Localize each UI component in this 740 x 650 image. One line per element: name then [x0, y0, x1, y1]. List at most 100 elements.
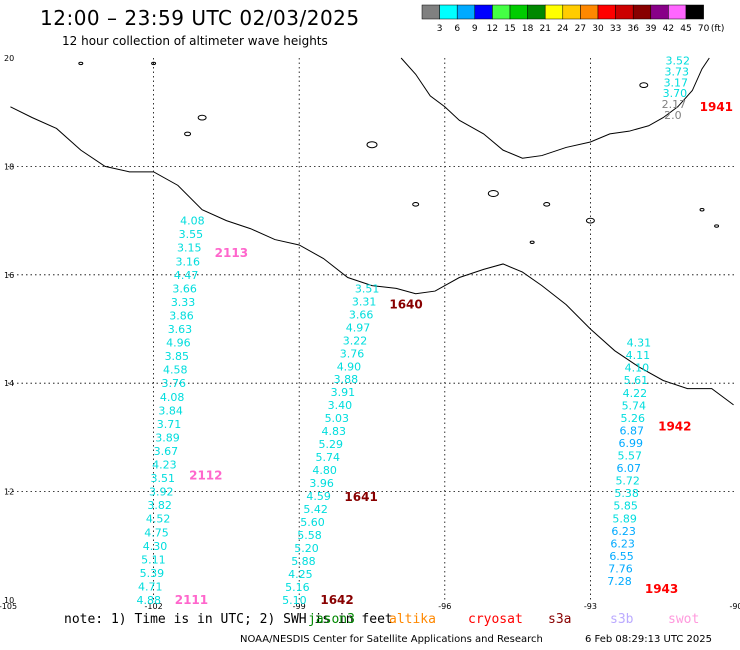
- wave-height-value: 4.59: [306, 490, 331, 503]
- credit-line: NOAA/NESDIS Center for Satellite Applica…: [240, 634, 543, 645]
- track-time-label: 1943: [645, 582, 678, 596]
- wave-height-value: 3.92: [149, 486, 174, 499]
- wave-height-value: 5.39: [140, 567, 165, 580]
- wave-height-value: 5.57: [617, 450, 642, 463]
- track-time-label: 1641: [344, 490, 377, 504]
- lake-outline: [487, 190, 499, 197]
- wave-height-value: 5.85: [613, 500, 638, 513]
- lake-outline: [184, 131, 192, 137]
- wave-height-value: 3.96: [309, 477, 334, 490]
- wave-height-value: 3.40: [328, 399, 353, 412]
- wave-height-value: 5.20: [294, 542, 319, 555]
- wave-height-value: 4.97: [346, 321, 371, 334]
- wave-height-value: 4.08: [160, 391, 185, 404]
- altimeter-track: 3.523.733.173.702.172.0 1941: [662, 55, 733, 122]
- wave-height-value: 4.71: [138, 580, 163, 593]
- color-legend: 3 6 9 12 15 18 21 24 27 30 33 36 39 42 45 70 (ft): [421, 4, 724, 34]
- satellite-label-altika: altika: [389, 612, 436, 627]
- y-tick-label: 18: [4, 162, 14, 171]
- wave-height-value: 4.52: [146, 513, 171, 526]
- legend-label: 36: [627, 24, 639, 34]
- track-time-label: 2112: [189, 468, 222, 482]
- wave-height-value: 3.70: [663, 87, 688, 100]
- wave-height-value: 3.89: [155, 431, 180, 444]
- track-time-label: 1941: [700, 100, 733, 114]
- track-time-label: 2113: [215, 246, 248, 260]
- legend-swatch: [685, 4, 704, 20]
- wave-height-value: 5.88: [291, 555, 316, 568]
- wave-height-value: 4.88: [136, 594, 161, 607]
- legend-label: 3: [437, 24, 443, 34]
- wave-height-value: 3.16: [175, 255, 200, 268]
- satellite-label-cryosat: cryosat: [468, 612, 523, 627]
- wave-height-value: 3.51: [355, 282, 380, 295]
- wave-height-value: 3.71: [157, 418, 182, 431]
- lake-outline: [529, 240, 535, 244]
- wave-height-value: 4.83: [322, 425, 347, 438]
- wave-height-value: 3.84: [158, 404, 183, 417]
- wave-height-value: 3.66: [349, 308, 374, 321]
- lake-outline: [585, 217, 595, 224]
- wave-height-value: 3.52: [666, 55, 691, 68]
- wave-height-value: 3.76: [161, 377, 186, 390]
- generated-timestamp: 6 Feb 08:29:13 UTC 2025: [585, 634, 712, 645]
- y-tick-label: 10: [4, 596, 14, 605]
- x-tick-label: -90: [729, 602, 740, 611]
- wave-height-value: 4.47: [174, 269, 199, 282]
- wave-height-value: 6.87: [620, 424, 645, 437]
- wave-height-value: 5.89: [612, 512, 637, 525]
- legend-label: 39: [645, 24, 657, 34]
- wave-height-value: 4.11: [626, 349, 651, 362]
- wave-height-value: 4.08: [180, 215, 205, 228]
- x-tick-label: -96: [438, 602, 451, 611]
- wave-height-value: 3.55: [179, 228, 204, 241]
- gulf-coastline: [400, 57, 710, 159]
- legend-label: 30: [592, 24, 604, 34]
- legend-label: 24: [557, 24, 569, 34]
- wave-height-value: 3.91: [331, 386, 356, 399]
- legend-label: 12: [487, 24, 498, 34]
- wave-height-value: 6.07: [616, 462, 641, 475]
- wave-height-value: 3.76: [340, 347, 365, 360]
- lake-outline: [78, 61, 84, 66]
- satellite-label-s3a: s3a: [548, 612, 572, 627]
- wave-height-value: 4.75: [144, 526, 169, 539]
- wave-height-value: 6.23: [610, 537, 635, 550]
- legend-label: 45: [680, 24, 691, 34]
- wave-height-value: 5.74: [315, 451, 340, 464]
- wave-height-value: 5.38: [614, 487, 639, 500]
- pacific-coastline: [10, 106, 734, 406]
- wave-height-value: 4.30: [143, 540, 168, 553]
- wave-height-value: 3.67: [154, 445, 179, 458]
- wave-height-value: 4.22: [623, 387, 648, 400]
- wave-height-value: 5.61: [624, 374, 649, 387]
- wave-height-value: 4.23: [152, 459, 177, 472]
- wave-height-value: 5.26: [621, 412, 646, 425]
- wave-height-value: 3.86: [169, 309, 194, 322]
- y-tick-label: 20: [4, 54, 14, 63]
- x-tick-label: -93: [584, 602, 597, 611]
- legend-label: 6: [454, 24, 460, 34]
- x-tick-label: -99: [293, 602, 306, 611]
- wave-height-value: 5.42: [303, 503, 328, 516]
- wave-height-value: 5.74: [622, 399, 647, 412]
- wave-height-value: 7.76: [608, 562, 633, 575]
- wave-height-value: 3.85: [165, 350, 190, 363]
- track-time-label: 2111: [175, 593, 208, 607]
- lake-outline: [197, 114, 207, 121]
- satellite-label-jason3: jason3: [308, 612, 355, 627]
- altimeter-track: 3.513.313.664.973.223.764.903.883.913.40…: [282, 282, 423, 607]
- wave-height-value: 3.51: [151, 472, 176, 485]
- legend-label: 42: [663, 24, 674, 34]
- legend-label: 9: [472, 24, 478, 34]
- wave-height-value: 3.15: [177, 242, 202, 255]
- wave-height-value: 2.0: [664, 109, 682, 122]
- wave-height-value: 3.66: [172, 282, 197, 295]
- wave-height-value: 5.58: [297, 529, 322, 542]
- legend-label: 21: [539, 24, 550, 34]
- wave-height-value: 4.96: [166, 337, 191, 350]
- altimeter-track: 4.314.114.105.614.225.745.266.876.995.57…: [607, 337, 691, 597]
- lake-outline: [543, 202, 551, 207]
- wave-height-value: 3.22: [343, 334, 368, 347]
